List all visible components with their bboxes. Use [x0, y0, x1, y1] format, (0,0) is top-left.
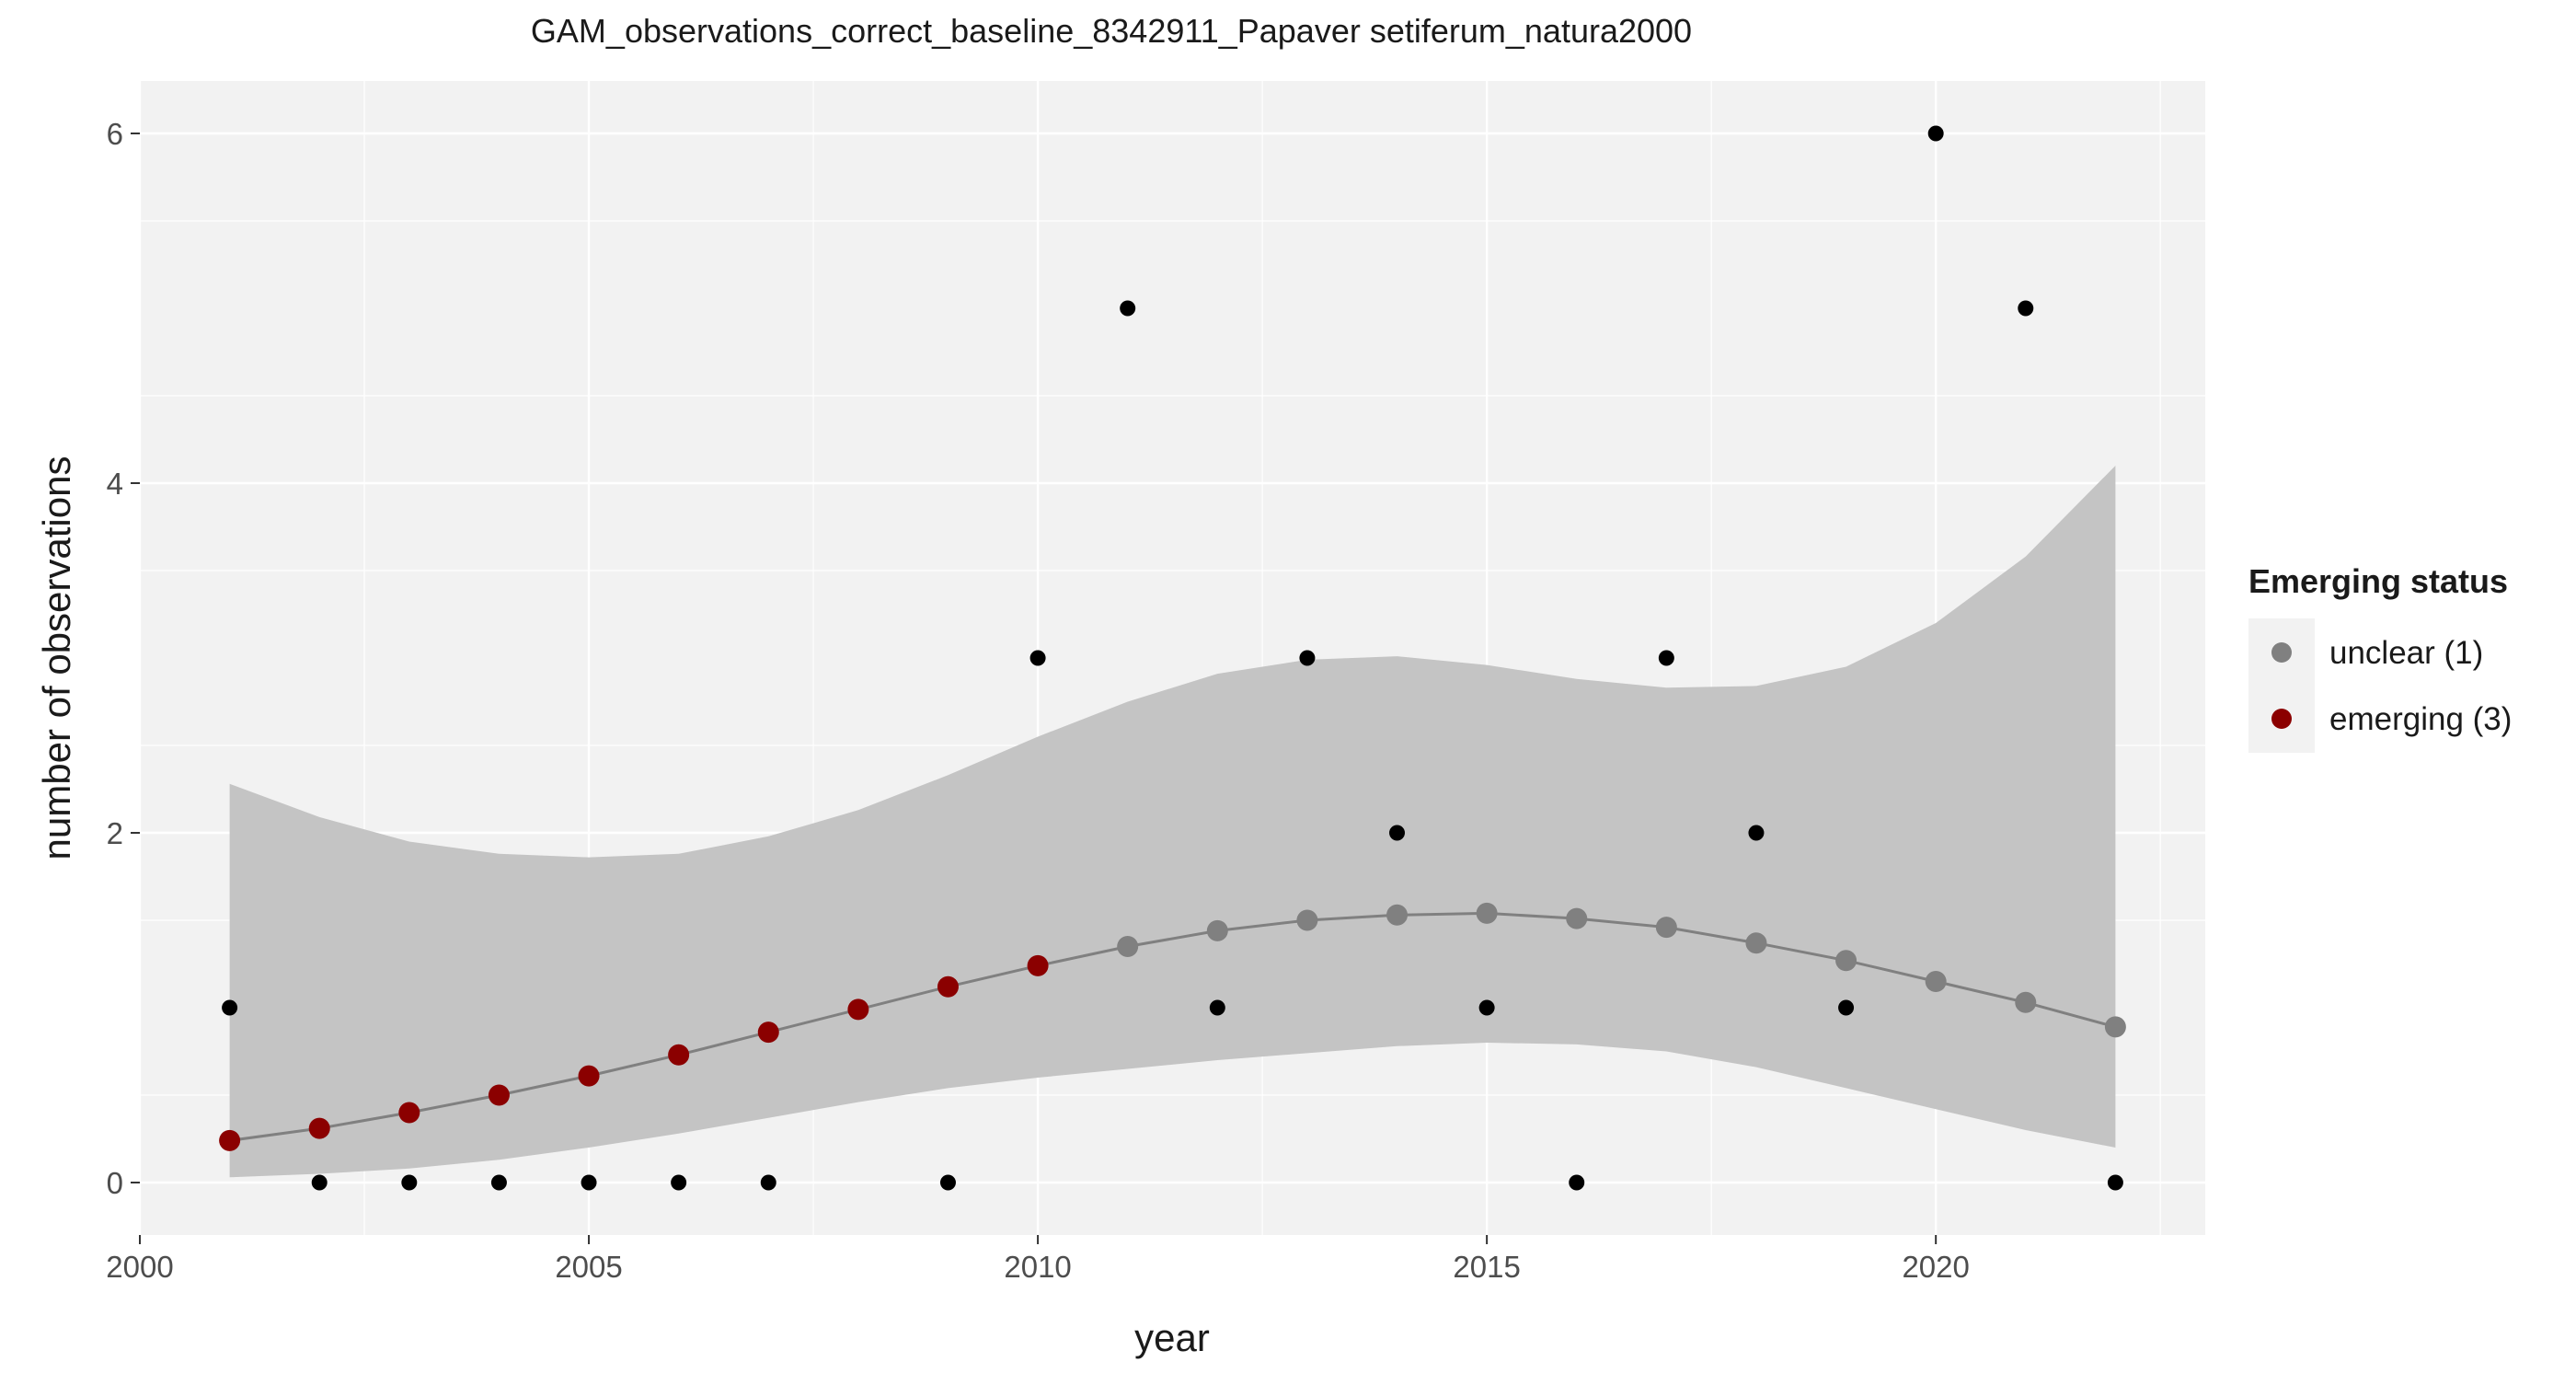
observation-point: [760, 1174, 776, 1191]
observation-point: [1569, 1174, 1585, 1191]
observation-point: [311, 1174, 328, 1191]
legend-key-background: [2248, 618, 2315, 753]
fit-point: [1206, 919, 1228, 941]
fit-point: [1027, 954, 1049, 976]
x-tick-label: 2005: [555, 1250, 622, 1284]
fit-point: [1296, 909, 1318, 931]
x-tick-label: 2000: [106, 1250, 173, 1284]
chart-title: GAM_observations_correct_baseline_834291…: [531, 12, 1692, 50]
fit-point: [398, 1102, 420, 1124]
x-tick-label: 2010: [1004, 1250, 1071, 1284]
legend-label-unclear: unclear (1): [2329, 635, 2483, 671]
observation-point: [1478, 999, 1495, 1016]
x-tick-label: 2020: [1902, 1250, 1969, 1284]
fit-point: [308, 1117, 330, 1139]
observation-point: [222, 999, 238, 1016]
fit-line-path: [229, 911, 2116, 1142]
observation-point: [1299, 650, 1316, 666]
fit-point: [2104, 1016, 2126, 1038]
fit-point: [488, 1084, 510, 1106]
observation-points: [222, 125, 2123, 1191]
fit-point: [219, 1129, 241, 1151]
y-tick-label: 2: [107, 816, 123, 850]
legend-label-emerging: emerging (3): [2329, 701, 2512, 737]
observation-point: [1389, 825, 1406, 841]
observation-point: [1748, 825, 1765, 841]
fit-line: [229, 911, 2116, 1142]
fit-point: [578, 1065, 600, 1087]
y-tick-label: 4: [107, 467, 123, 501]
observation-point: [401, 1174, 418, 1191]
fit-point: [1925, 971, 1947, 992]
confidence-band-area: [229, 466, 2116, 1178]
legend: Emerging status unclear (1) emerging (3): [2248, 562, 2512, 753]
fit-point: [1655, 917, 1677, 939]
x-axis-title: year: [1134, 1316, 1210, 1359]
observation-point: [671, 1174, 687, 1191]
observation-point: [490, 1174, 507, 1191]
x-tick-label: 2015: [1453, 1250, 1520, 1284]
fit-point: [1745, 932, 1767, 954]
fit-point: [1386, 904, 1409, 926]
fit-point: [937, 975, 959, 998]
fit-point: [757, 1021, 779, 1044]
observation-point: [1838, 999, 1855, 1016]
y-axis-title: number of observations: [35, 456, 78, 860]
fit-point: [1566, 907, 1588, 929]
legend-swatch-unclear: [2271, 642, 2292, 663]
observation-point: [1927, 125, 1944, 142]
fit-point: [847, 998, 869, 1021]
fit-point: [1835, 950, 1857, 972]
axes: 0 2 4 6 2000 2005 2010 2015 2020: [106, 117, 1970, 1284]
observation-point: [2018, 300, 2034, 317]
observation-point: [1209, 999, 1225, 1016]
confidence-band: [229, 466, 2116, 1178]
observation-point: [939, 1174, 956, 1191]
observation-point: [1120, 300, 1136, 317]
legend-swatch-emerging: [2271, 709, 2292, 729]
observation-point: [2107, 1174, 2123, 1191]
observation-point: [581, 1174, 597, 1191]
fit-point: [668, 1044, 690, 1066]
fit-point: [1117, 936, 1139, 957]
y-tick-label: 0: [107, 1166, 123, 1200]
y-tick-label: 6: [107, 117, 123, 151]
legend-title: Emerging status: [2248, 562, 2508, 600]
observation-point: [1658, 650, 1674, 666]
observation-point: [1029, 650, 1046, 666]
fit-point: [1476, 902, 1498, 924]
fit-points: [219, 902, 2126, 1151]
fit-point: [2015, 991, 2037, 1013]
